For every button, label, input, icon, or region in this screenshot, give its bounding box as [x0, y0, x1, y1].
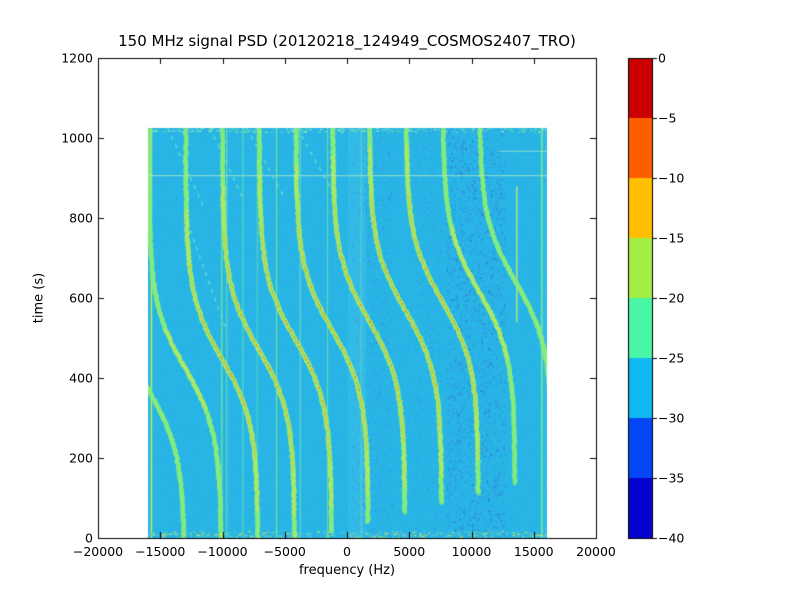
colorbar-tick-label: −25 — [658, 350, 685, 366]
y-tick-label: 1000 — [61, 130, 93, 146]
y-tick-label: 0 — [85, 530, 93, 546]
colorbar-tick-label: −5 — [658, 110, 677, 126]
colorbar-tick-label: −10 — [658, 170, 685, 186]
x-tick-label: 5000 — [393, 544, 426, 559]
colorbar-tick-label: −35 — [658, 470, 685, 486]
colorbar-tick-label: −20 — [658, 290, 685, 306]
y-tick-label: 600 — [69, 290, 93, 306]
colorbar-tick-label: −40 — [658, 530, 685, 546]
y-tick-label: 200 — [69, 450, 93, 466]
x-tick-label: −15000 — [135, 544, 186, 559]
colorbar-tick-label: −30 — [658, 410, 685, 426]
x-tick-label: 0 — [343, 544, 351, 559]
x-tick-label: −20000 — [72, 544, 124, 559]
y-tick-label: 400 — [69, 370, 93, 386]
plot-title: 150 MHz signal PSD (20120218_124949_COSM… — [118, 32, 576, 50]
x-tick-label: −5000 — [263, 544, 306, 559]
y-tick-label: 1200 — [61, 50, 93, 66]
x-tick-label: 20000 — [576, 544, 616, 559]
y-tick-label: 800 — [69, 210, 93, 226]
x-tick-label: 10000 — [451, 544, 492, 559]
x-tick-label: −10000 — [197, 544, 248, 559]
x-axis-label: frequency (Hz) — [298, 563, 396, 578]
colorbar-tick-label: 0 — [658, 50, 666, 66]
colorbar-tick-label: −15 — [658, 230, 685, 246]
x-tick-label: 15000 — [513, 544, 554, 559]
